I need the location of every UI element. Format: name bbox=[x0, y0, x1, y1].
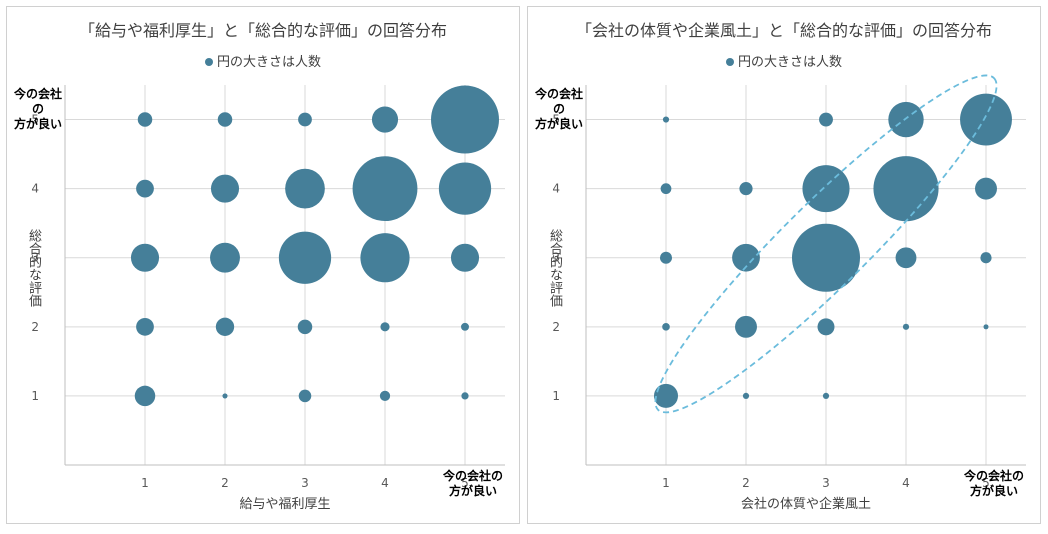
chart-legend: 円の大きさは人数 bbox=[528, 51, 1040, 70]
bubble bbox=[130, 243, 160, 272]
bubble bbox=[431, 85, 499, 154]
bubble bbox=[902, 323, 910, 330]
bubble bbox=[298, 112, 312, 127]
bubble bbox=[297, 319, 313, 335]
plot-area: 1 2 3 4 5 1 2 3 4 5 bbox=[31, 85, 505, 490]
legend-label: 円の大きさは人数 bbox=[216, 55, 321, 70]
bubble bbox=[888, 101, 924, 138]
bubble bbox=[660, 183, 672, 195]
plot-area: 1 2 3 4 5 1 2 3 4 5 bbox=[552, 74, 1026, 490]
y-end-label: 今の会社の 方が良い bbox=[11, 87, 65, 132]
y-tick-label: 1 bbox=[31, 389, 39, 403]
legend-label: 円の大きさは人数 bbox=[737, 55, 842, 70]
chart-panel-left: 「給与や福利厚生」と「総合的な評価」の回答分布 円の大きさは人数 1 2 3 4 5 1 2… bbox=[6, 6, 520, 524]
bubble bbox=[732, 243, 760, 272]
y-axis-label: 総合的な評価 bbox=[547, 229, 562, 307]
x-tick-label: 5 bbox=[982, 476, 990, 490]
y-end-label: 今の会社の 方が良い bbox=[532, 87, 586, 132]
y-end-label-line: 今の会社の bbox=[534, 87, 583, 116]
y-tick-label: 2 bbox=[31, 320, 39, 334]
bubble bbox=[980, 252, 992, 264]
bubble bbox=[217, 112, 233, 127]
bubble bbox=[215, 317, 235, 336]
chart-legend: 円の大きさは人数 bbox=[7, 51, 519, 70]
bubble bbox=[210, 242, 240, 273]
y-tick-label: 3 bbox=[31, 251, 39, 265]
bubble bbox=[819, 112, 833, 127]
y-end-label-line: 今の会社の bbox=[13, 87, 62, 116]
x-tick-label: 2 bbox=[742, 476, 750, 490]
bubble bbox=[653, 383, 679, 408]
chart-panel-right: 「会社の体質や企業風土」と「総合的な評価」の回答分布 円の大きさは人数 1 2 3 4… bbox=[527, 6, 1041, 524]
bubble bbox=[461, 392, 469, 400]
y-tick-label: 5 bbox=[31, 113, 39, 127]
bubble bbox=[136, 317, 154, 336]
bubble bbox=[380, 322, 390, 332]
bubble bbox=[438, 162, 492, 215]
bubble bbox=[137, 112, 153, 127]
x-axis-label: 会社の体質や企業風土 bbox=[740, 497, 871, 512]
bubble bbox=[222, 393, 228, 399]
bubble bbox=[659, 251, 673, 264]
y-tick-label: 3 bbox=[552, 251, 560, 265]
x-end-label-line: 今の会社の bbox=[963, 469, 1024, 483]
bubble bbox=[960, 93, 1012, 146]
y-end-label-line: 方が良い bbox=[13, 117, 62, 131]
y-axis-label: 総合的な評価 bbox=[26, 229, 41, 307]
x-axis-label: 給与や福利厚生 bbox=[239, 497, 331, 512]
bubble bbox=[360, 233, 410, 283]
bubble bbox=[802, 165, 850, 213]
bubble bbox=[134, 385, 156, 407]
y-tick-label: 4 bbox=[552, 182, 560, 196]
y-tick-label: 1 bbox=[552, 389, 560, 403]
x-end-label-line: 方が良い bbox=[969, 484, 1018, 498]
x-end-label-line: 方が良い bbox=[448, 484, 497, 498]
bubble bbox=[792, 223, 860, 292]
x-tick-label: 3 bbox=[822, 476, 830, 490]
bubble bbox=[975, 177, 997, 200]
chart-title: 「会社の体質や企業風土」と「総合的な評価」の回答分布 bbox=[575, 21, 992, 40]
x-end-label: 今の会社の 方が良い bbox=[435, 469, 511, 499]
bubble bbox=[822, 392, 830, 400]
legend-marker bbox=[204, 57, 213, 66]
bubble bbox=[352, 156, 418, 222]
bubble bbox=[662, 323, 670, 331]
bubble bbox=[371, 106, 399, 133]
bubble bbox=[895, 247, 917, 269]
bubble bbox=[662, 116, 670, 123]
bubble bbox=[210, 174, 240, 203]
x-tick-label: 2 bbox=[221, 476, 229, 490]
chart-title: 「給与や福利厚生」と「総合的な評価」の回答分布 bbox=[78, 21, 447, 40]
x-tick-label: 5 bbox=[461, 476, 469, 490]
y-tick-label: 2 bbox=[552, 320, 560, 334]
bubble bbox=[739, 182, 753, 196]
bubble bbox=[983, 324, 989, 330]
x-end-label-line: 今の会社の bbox=[442, 469, 503, 483]
x-tick-label: 4 bbox=[902, 476, 910, 490]
bubble bbox=[278, 231, 332, 284]
bubble bbox=[461, 322, 469, 331]
y-tick-label: 4 bbox=[31, 182, 39, 196]
bubble bbox=[873, 156, 939, 222]
bubble bbox=[285, 168, 325, 209]
x-tick-label: 3 bbox=[301, 476, 309, 490]
bubble bbox=[742, 392, 750, 400]
bubble bbox=[817, 318, 835, 336]
bubble bbox=[298, 389, 312, 403]
y-tick-label: 5 bbox=[552, 113, 560, 127]
y-end-label-line: 方が良い bbox=[534, 117, 583, 131]
x-tick-label: 1 bbox=[662, 476, 670, 490]
bubble bbox=[379, 390, 391, 402]
x-tick-label: 4 bbox=[381, 476, 389, 490]
highlight-ellipse bbox=[654, 74, 998, 414]
x-tick-label: 1 bbox=[141, 476, 149, 490]
legend-marker bbox=[725, 57, 734, 66]
bubble bbox=[735, 315, 757, 338]
x-end-label: 今の会社の 方が良い bbox=[956, 469, 1032, 499]
bubble bbox=[136, 179, 154, 198]
bubble bbox=[450, 243, 480, 272]
